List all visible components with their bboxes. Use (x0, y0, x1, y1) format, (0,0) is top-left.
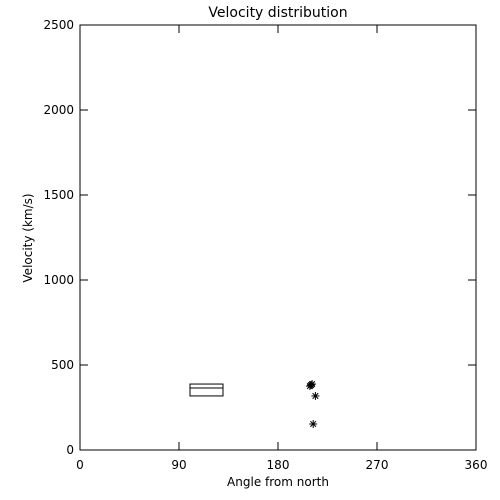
x-tick-label: 90 (171, 458, 186, 472)
y-tick-label: 2000 (43, 103, 74, 117)
point (309, 419, 318, 428)
x-tick-label: 360 (465, 458, 488, 472)
x-tick-label: 270 (366, 458, 389, 472)
y-tick-label: 1500 (43, 188, 74, 202)
asterisk-stroke (307, 381, 315, 389)
y-tick-label: 500 (51, 358, 74, 372)
y-axis-label: Velocity (km/s) (21, 193, 35, 282)
chart-title: Velocity distribution (208, 5, 347, 21)
asterisk-stroke (310, 420, 317, 428)
y-tick-label: 2500 (43, 18, 74, 32)
x-axis-label: Angle from north (227, 475, 329, 489)
y-tick-label: 1000 (43, 273, 74, 287)
point (307, 381, 315, 390)
asterisk-stroke (312, 392, 319, 400)
y-tick-label: 0 (66, 443, 74, 457)
box (189, 383, 224, 397)
x-tick-label: 180 (267, 458, 290, 472)
x-tick-label: 0 (76, 458, 84, 472)
point (311, 391, 320, 400)
